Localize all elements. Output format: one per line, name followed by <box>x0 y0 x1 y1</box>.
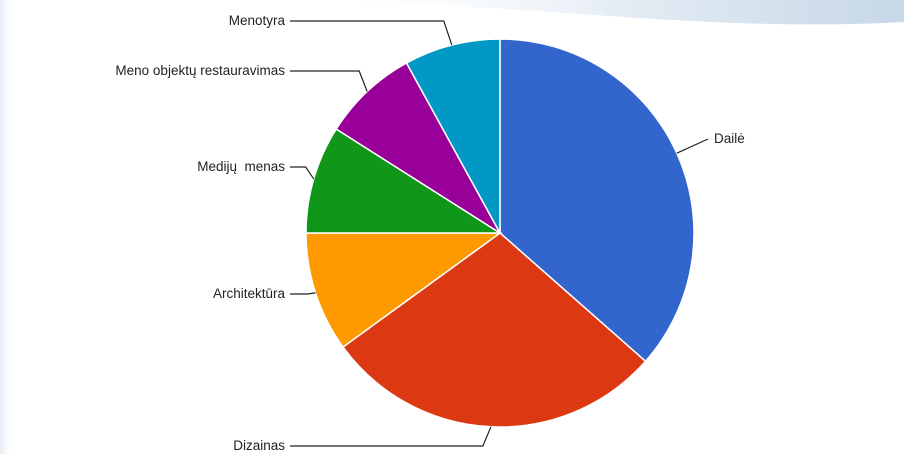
slice-label-dizainas: Dizainas <box>233 438 285 453</box>
slice-label-meno-objektu-restauravimas: Meno objektų restauravimas <box>115 63 285 78</box>
slice-labels: Dailė Dizainas Architektūra Medijų menas Men… <box>115 13 744 453</box>
pie-slices <box>305 38 695 428</box>
leader-line-menotyra <box>290 20 453 46</box>
leader-lines <box>290 20 709 447</box>
leader-line-architektura <box>290 292 316 295</box>
pie-slice-daile[interactable] <box>499 38 695 363</box>
slice-label-mediju-menas: Medijų menas <box>197 159 285 174</box>
pie-slice-meno-objektu-restauravimas[interactable] <box>335 61 501 234</box>
leader-line-daile <box>676 138 709 154</box>
slice-label-menotyra: Menotyra <box>229 13 286 28</box>
pie-slice-menotyra[interactable] <box>405 38 501 234</box>
slice-label-daile: Dailė <box>714 131 745 146</box>
slice-label-architektura: Architektūra <box>213 286 286 301</box>
pie-slice-architektura[interactable] <box>305 232 503 349</box>
pie-slice-dizainas[interactable] <box>342 232 647 428</box>
leader-line-mediju-menas <box>290 166 315 180</box>
leader-line-dizainas <box>290 426 492 447</box>
leader-line-meno-objektu-restauravimas <box>290 70 368 92</box>
